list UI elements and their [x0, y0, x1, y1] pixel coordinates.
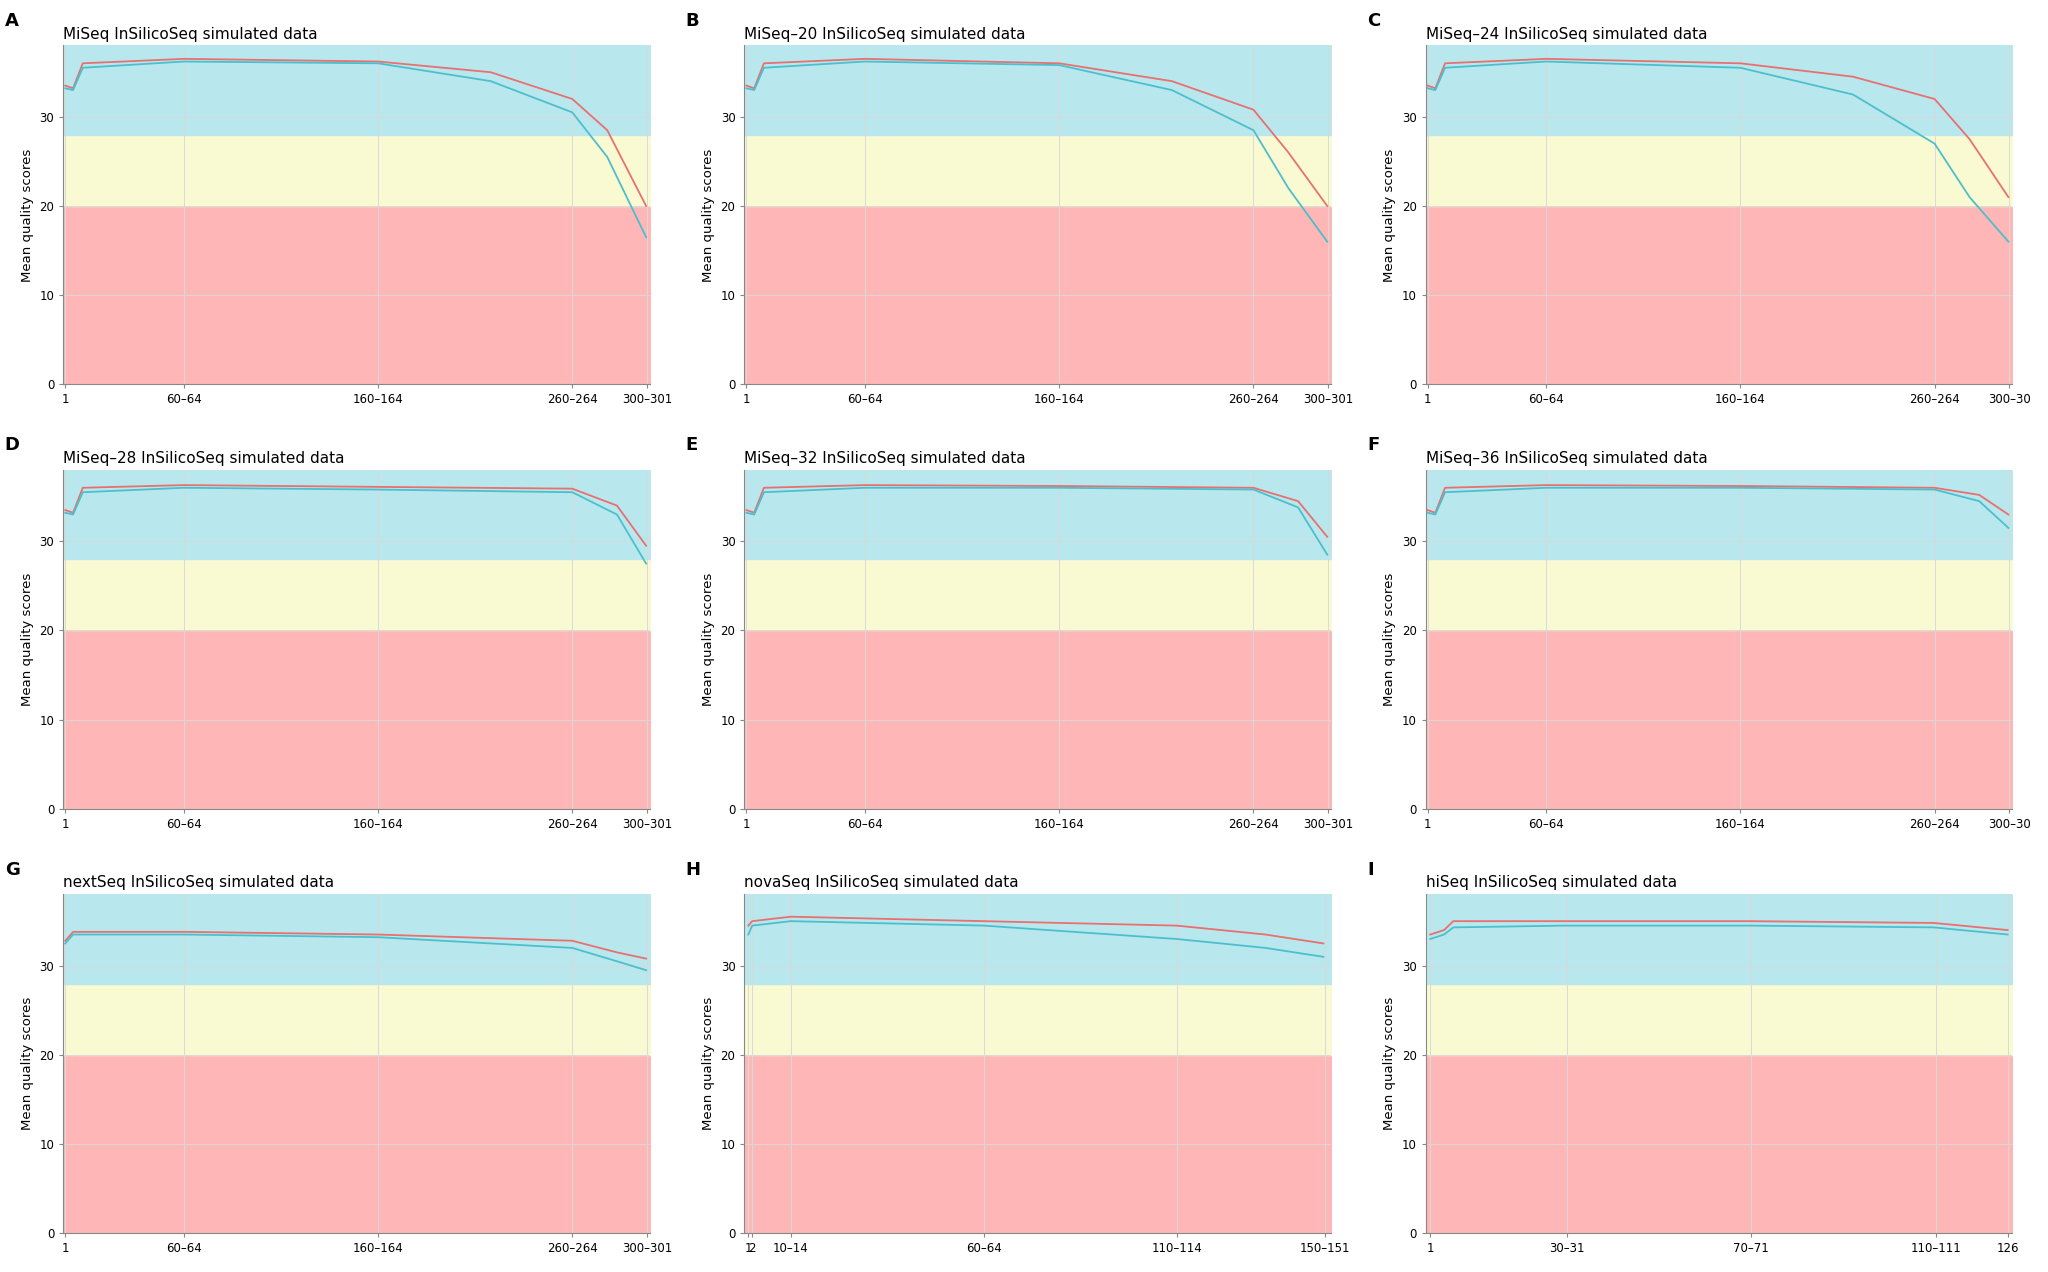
Text: F: F	[1366, 436, 1378, 454]
Text: novaSeq InSilicoSeq simulated data: novaSeq InSilicoSeq simulated data	[745, 875, 1020, 890]
Text: MiSeq–28 InSilicoSeq simulated data: MiSeq–28 InSilicoSeq simulated data	[63, 452, 344, 466]
Text: hiSeq InSilicoSeq simulated data: hiSeq InSilicoSeq simulated data	[1425, 875, 1677, 890]
Y-axis label: Mean quality scores: Mean quality scores	[702, 997, 715, 1131]
Text: I: I	[1366, 861, 1374, 879]
Text: B: B	[686, 11, 700, 29]
Text: D: D	[4, 436, 20, 454]
Text: H: H	[686, 861, 700, 879]
Text: MiSeq–32 InSilicoSeq simulated data: MiSeq–32 InSilicoSeq simulated data	[745, 452, 1026, 466]
Text: nextSeq InSilicoSeq simulated data: nextSeq InSilicoSeq simulated data	[63, 875, 334, 890]
Y-axis label: Mean quality scores: Mean quality scores	[702, 149, 715, 281]
Text: G: G	[4, 861, 20, 879]
Text: MiSeq–24 InSilicoSeq simulated data: MiSeq–24 InSilicoSeq simulated data	[1425, 27, 1708, 42]
Text: C: C	[1366, 11, 1380, 29]
Text: MiSeq–36 InSilicoSeq simulated data: MiSeq–36 InSilicoSeq simulated data	[1425, 452, 1708, 466]
Y-axis label: Mean quality scores: Mean quality scores	[20, 149, 35, 281]
Text: MiSeq InSilicoSeq simulated data: MiSeq InSilicoSeq simulated data	[63, 27, 317, 42]
Text: A: A	[4, 11, 18, 29]
Y-axis label: Mean quality scores: Mean quality scores	[1382, 149, 1397, 281]
Y-axis label: Mean quality scores: Mean quality scores	[20, 572, 35, 706]
Text: MiSeq–20 InSilicoSeq simulated data: MiSeq–20 InSilicoSeq simulated data	[745, 27, 1026, 42]
Y-axis label: Mean quality scores: Mean quality scores	[20, 997, 35, 1131]
Y-axis label: Mean quality scores: Mean quality scores	[1382, 997, 1397, 1131]
Y-axis label: Mean quality scores: Mean quality scores	[702, 572, 715, 706]
Y-axis label: Mean quality scores: Mean quality scores	[1382, 572, 1397, 706]
Text: E: E	[686, 436, 698, 454]
